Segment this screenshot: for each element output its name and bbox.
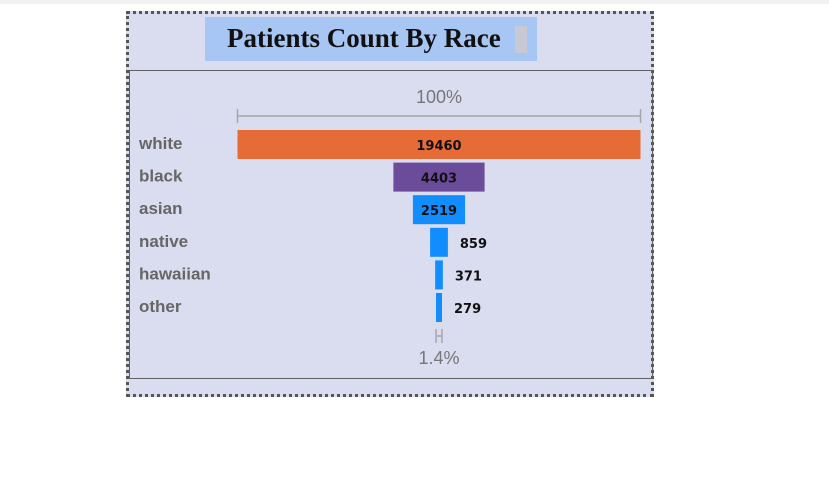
funnel-bar-asian[interactable] — [412, 195, 466, 225]
funnel-bars: white 19460 black 4403 asian 2519 native 859 haw… — [138, 130, 641, 322]
browser-top-strip — [0, 0, 829, 4]
funnel-stage-white[interactable]: white 19460 — [138, 130, 641, 159]
value-label-native: 859 — [460, 237, 487, 252]
title-box: Patients Count By Race — [205, 17, 537, 61]
category-label-native: native — [139, 232, 188, 251]
plot-right-border — [652, 71, 653, 378]
category-label-white: white — [138, 134, 182, 153]
plot-bottom-border — [129, 378, 653, 379]
plot-top-border — [129, 70, 653, 71]
bottom-percent-ruler: 1.4% — [418, 329, 460, 368]
value-label-hawaiian: 371 — [455, 269, 482, 284]
funnel-bar-hawaiian[interactable] — [435, 260, 443, 290]
funnel-visual[interactable]: Patients Count By Race 100% white 19460 bl… — [126, 11, 654, 397]
funnel-chart: 100% white 19460 black 4403 asian 2519 native 8… — [138, 87, 642, 368]
category-label-asian: asian — [139, 199, 182, 218]
funnel-stage-hawaiian[interactable]: hawaiian 371 — [139, 260, 482, 290]
chart-title: Patients Count By Race — [227, 23, 501, 53]
value-label-other: 279 — [454, 302, 481, 317]
bottom-percent-label: 1.4% — [418, 348, 459, 368]
funnel-stage-asian[interactable]: asian 2519 — [139, 195, 466, 225]
value-label-white: 19460 — [416, 139, 461, 154]
category-label-hawaiian: hawaiian — [139, 264, 211, 283]
category-label-black: black — [139, 167, 183, 186]
funnel-stage-other[interactable]: other 279 — [139, 293, 481, 322]
funnel-stage-native[interactable]: native 859 — [139, 227, 487, 257]
funnel-bar-black[interactable] — [393, 162, 485, 192]
category-label-other: other — [139, 297, 182, 316]
value-label-black: 4403 — [421, 172, 457, 187]
funnel-bar-other[interactable] — [436, 293, 442, 322]
text-cursor-block — [515, 26, 527, 53]
plot-left-border — [129, 71, 130, 378]
funnel-stage-black[interactable]: black 4403 — [139, 162, 485, 192]
top-percent-ruler: 100% — [236, 87, 642, 123]
top-percent-label: 100% — [416, 87, 462, 107]
value-label-asian: 2519 — [421, 204, 457, 219]
funnel-bar-native[interactable] — [430, 227, 448, 257]
funnel-bar-white[interactable] — [237, 130, 641, 159]
